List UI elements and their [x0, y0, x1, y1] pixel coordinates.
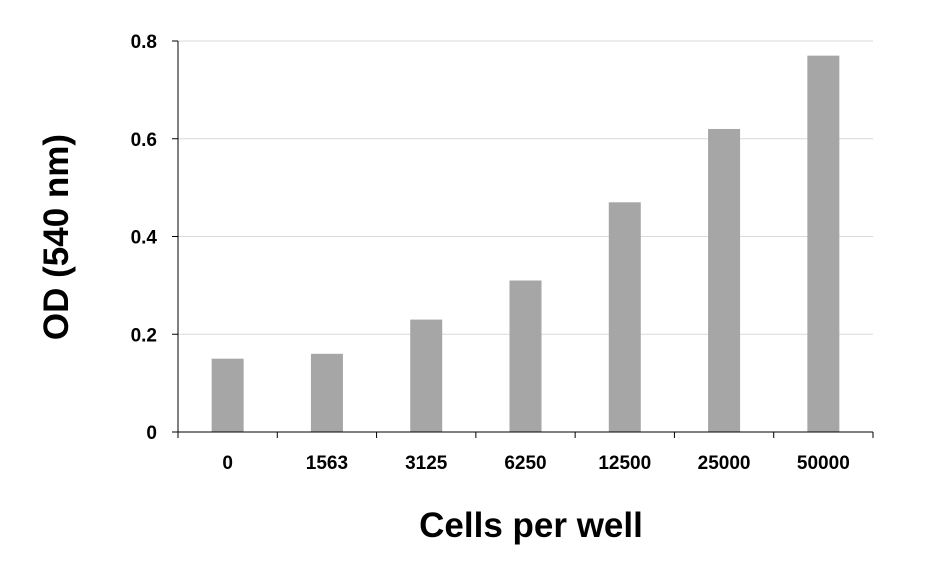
bar-6250: [509, 280, 542, 432]
y-tick-label: 0.4: [131, 228, 158, 249]
bar-12500: [608, 202, 641, 432]
x-tick-label: 0: [222, 453, 233, 474]
bar-3125: [410, 319, 443, 432]
bar-1563: [310, 353, 343, 432]
y-axis-ticks: 0 0.2 0.4 0.6 0.8: [131, 32, 178, 444]
x-axis-ticks: 0 1563 3125 6250 12500 25000 50000: [177, 432, 874, 474]
y-tick-label: 0.8: [131, 32, 157, 53]
x-tick-label: 6250: [504, 453, 546, 474]
bar-25000: [708, 128, 741, 432]
bars: [211, 55, 840, 432]
y-tick-label: 0: [146, 423, 157, 444]
y-tick-label: 0.2: [131, 325, 157, 346]
x-tick-label: 3125: [405, 453, 448, 474]
x-tick-label: 25000: [698, 453, 751, 474]
x-axis-title: Cells per well: [419, 506, 643, 545]
y-axis-title: OD (540 nm): [37, 134, 76, 340]
y-tick-label: 0.6: [131, 130, 157, 151]
x-tick-label: 50000: [797, 453, 850, 474]
x-tick-label: 1563: [306, 453, 348, 474]
x-tick-label: 12500: [598, 453, 651, 474]
bar-50000: [807, 55, 840, 432]
bar-0: [211, 358, 244, 432]
